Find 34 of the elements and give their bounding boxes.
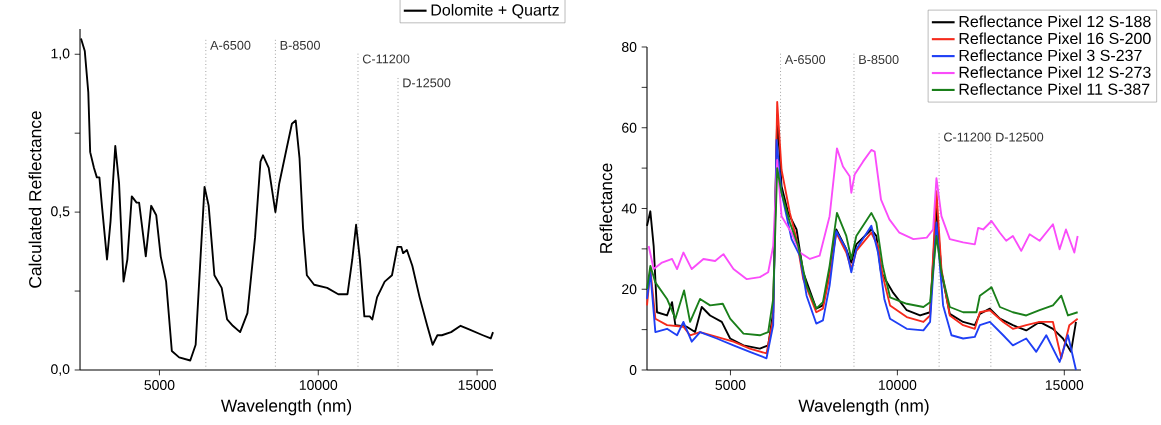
y-tick-label: 40 (621, 203, 637, 214)
x-axis-title: Wavelength (nm) (798, 399, 929, 416)
line-series (646, 167, 1079, 337)
y-axis-title: Calculated Reflectance (28, 111, 42, 288)
ref-line-label: B-8500 (859, 55, 899, 65)
ref-line-label: B-8500 (280, 40, 320, 50)
x-tick-label: 5000 (715, 380, 746, 390)
ref-line-label: D-12500 (403, 78, 451, 88)
legend-label: Reflectance Pixel 12 S-188 (959, 15, 1151, 28)
legend-label: Reflectance Pixel 11 S-387 (959, 83, 1150, 95)
x-axis-title: Wavelength (nm) (220, 399, 352, 416)
ref-line-label: A-6500 (210, 40, 251, 50)
ref-line-label: C-11200 (944, 132, 991, 142)
legend-label: Dolomite + Quartz (431, 3, 559, 19)
x-tick-label: 10000 (299, 380, 338, 390)
ref-line-label: D-12500 (996, 132, 1044, 142)
x-tick-label: 15000 (458, 380, 497, 390)
y-tick-label: 0 (629, 365, 637, 375)
y-tick-label: 60 (622, 122, 637, 133)
x-tick-label: 5000 (144, 380, 175, 390)
y-tick-label: 80 (621, 42, 637, 52)
ref-line-label: C-11200 (362, 54, 410, 64)
x-tick-label: 15000 (1045, 380, 1084, 390)
legend-label: Reflectance Pixel 3 S-237 (959, 49, 1142, 62)
line-series (647, 147, 1079, 281)
ref-line-label: A-6500 (784, 55, 826, 65)
y-tick-label: 1,0 (51, 48, 70, 61)
y-axis-title: Reflectance (599, 163, 613, 253)
legend-label: Reflectance Pixel 12 S-273 (959, 66, 1151, 78)
y-tick-label: 0,5 (51, 206, 70, 218)
y-tick-label: 20 (622, 284, 637, 295)
x-tick-label: 10000 (878, 380, 917, 390)
legend-label: Reflectance Pixel 16 S-200 (959, 32, 1151, 45)
y-tick-label: 0,0 (51, 364, 70, 376)
